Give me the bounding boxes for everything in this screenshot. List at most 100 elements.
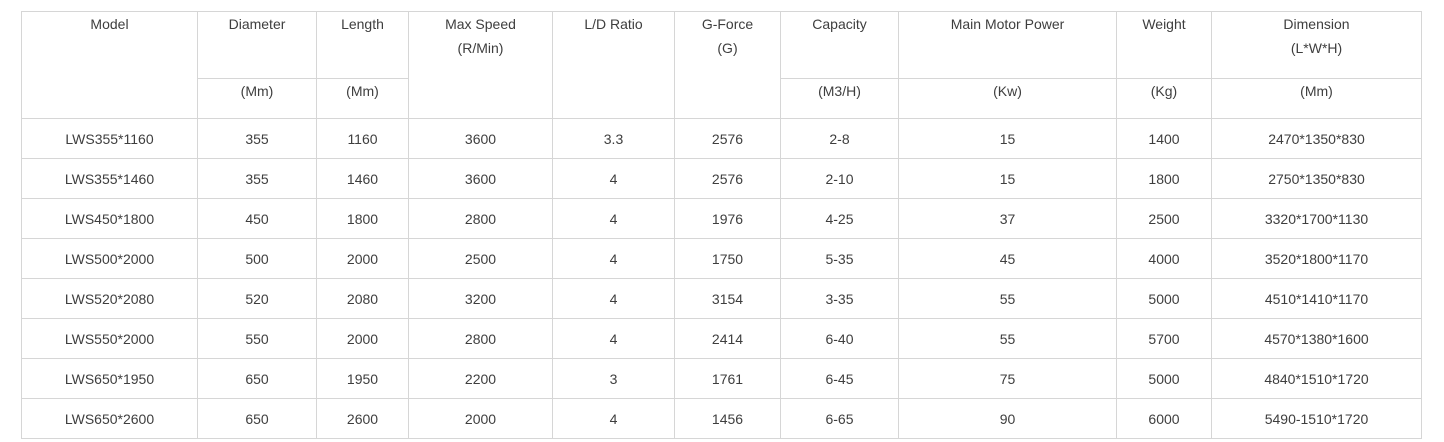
cell-weight: 5000 [1116, 358, 1212, 399]
cell-main_motor_power: 37 [898, 198, 1117, 239]
cell-length: 1460 [316, 158, 409, 199]
cell-diameter: 355 [197, 158, 317, 199]
cell-model: LWS650*2600 [21, 398, 198, 439]
table-row: LWS500*2000 500 2000 2500 4 1750 5-35 45 4000 352… [21, 238, 1422, 279]
cell-ld_ratio: 3.3 [552, 118, 675, 159]
cell-g_force: 2414 [674, 318, 781, 359]
cell-diameter: 520 [197, 278, 317, 319]
cell-ld_ratio: 4 [552, 238, 675, 279]
cell-diameter: 500 [197, 238, 317, 279]
cell-capacity: 6-65 [780, 398, 899, 439]
cell-ld_ratio: 4 [552, 398, 675, 439]
header-dimension-line2: (L*W*H) [1290, 40, 1343, 56]
cell-weight: 6000 [1116, 398, 1212, 439]
cell-weight: 1800 [1116, 158, 1212, 199]
unit-weight: (Kg) [1116, 78, 1212, 119]
cell-capacity: 3-35 [780, 278, 899, 319]
cell-length: 1800 [316, 198, 409, 239]
header-row-1: Model Diameter Length Max Speed (R/Min) … [21, 11, 1422, 119]
cell-model: LWS355*1460 [21, 158, 198, 199]
cell-main_motor_power: 45 [898, 238, 1117, 279]
cell-diameter: 550 [197, 318, 317, 359]
cell-g_force: 3154 [674, 278, 781, 319]
cell-max_speed: 2800 [408, 318, 553, 359]
header-g-force-line2: (G) [717, 40, 738, 56]
cell-dimension: 3320*1700*1130 [1211, 198, 1422, 239]
cell-ld_ratio: 4 [552, 158, 675, 199]
cell-weight: 5000 [1116, 278, 1212, 319]
header-g-force: G-Force (G) [674, 11, 781, 119]
cell-dimension: 3520*1800*1170 [1211, 238, 1422, 279]
table-row: LWS355*1460 355 1460 3600 4 2576 2-10 15 1800 275… [21, 158, 1422, 199]
cell-weight: 2500 [1116, 198, 1212, 239]
cell-length: 2600 [316, 398, 409, 439]
cell-ld_ratio: 4 [552, 278, 675, 319]
cell-g_force: 2576 [674, 158, 781, 199]
cell-capacity: 4-25 [780, 198, 899, 239]
cell-model: LWS520*2080 [21, 278, 198, 319]
cell-weight: 5700 [1116, 318, 1212, 359]
cell-diameter: 355 [197, 118, 317, 159]
spec-table: Model Diameter Length Max Speed (R/Min) … [21, 11, 1422, 439]
cell-max_speed: 2200 [408, 358, 553, 399]
cell-diameter: 450 [197, 198, 317, 239]
cell-dimension: 2470*1350*830 [1211, 118, 1422, 159]
cell-model: LWS450*1800 [21, 198, 198, 239]
header-max-speed-line1: Max Speed [445, 16, 516, 32]
cell-dimension: 4570*1380*1600 [1211, 318, 1422, 359]
cell-g_force: 1761 [674, 358, 781, 399]
spec-table-body: LWS355*1160 355 1160 3600 3.3 2576 2-8 15 1400 24… [21, 118, 1422, 439]
header-capacity: Capacity [780, 11, 899, 79]
cell-dimension: 5490-1510*1720 [1211, 398, 1422, 439]
cell-dimension: 4510*1410*1170 [1211, 278, 1422, 319]
header-row-2: (Mm) (Mm) (M3/H) (Kw) (Kg) (Mm) [22, 78, 1422, 119]
unit-main-motor-power: (Kw) [898, 78, 1117, 119]
header-ld-ratio: L/D Ratio [552, 11, 675, 119]
spec-table-header: Model Diameter Length Max Speed (R/Min) … [21, 11, 1422, 119]
cell-main_motor_power: 15 [898, 158, 1117, 199]
unit-length: (Mm) [316, 78, 409, 119]
header-diameter: Diameter [197, 11, 317, 79]
cell-main_motor_power: 15 [898, 118, 1117, 159]
unit-dimension: (Mm) [1211, 78, 1422, 119]
cell-ld_ratio: 3 [552, 358, 675, 399]
cell-length: 1160 [316, 118, 409, 159]
cell-g_force: 2576 [674, 118, 781, 159]
table-row: LWS355*1160 355 1160 3600 3.3 2576 2-8 15 1400 24… [21, 118, 1422, 159]
cell-max_speed: 2800 [408, 198, 553, 239]
cell-max_speed: 3200 [408, 278, 553, 319]
cell-diameter: 650 [197, 358, 317, 399]
cell-max_speed: 3600 [408, 158, 553, 199]
header-main-motor-power: Main Motor Power [898, 11, 1117, 79]
cell-max_speed: 2000 [408, 398, 553, 439]
cell-g_force: 1750 [674, 238, 781, 279]
cell-model: LWS650*1950 [21, 358, 198, 399]
table-row: LWS650*2600 650 2600 2000 4 1456 6-65 90 6000 549… [21, 398, 1422, 439]
header-dimension-line1: Dimension [1283, 16, 1350, 32]
cell-model: LWS500*2000 [21, 238, 198, 279]
header-max-speed-line2: (R/Min) [457, 40, 504, 56]
cell-weight: 1400 [1116, 118, 1212, 159]
cell-model: LWS355*1160 [21, 118, 198, 159]
cell-main_motor_power: 75 [898, 358, 1117, 399]
cell-capacity: 5-35 [780, 238, 899, 279]
header-max-speed: Max Speed (R/Min) [408, 11, 553, 119]
cell-length: 2000 [316, 238, 409, 279]
header-length: Length [316, 11, 409, 79]
cell-ld_ratio: 4 [552, 318, 675, 359]
cell-length: 1950 [316, 358, 409, 399]
table-row: LWS650*1950 650 1950 2200 3 1761 6-45 75 5000 484… [21, 358, 1422, 399]
cell-length: 2000 [316, 318, 409, 359]
cell-max_speed: 2500 [408, 238, 553, 279]
cell-capacity: 2-10 [780, 158, 899, 199]
header-model: Model [21, 11, 198, 119]
cell-g_force: 1456 [674, 398, 781, 439]
cell-model: LWS550*2000 [21, 318, 198, 359]
cell-capacity: 6-45 [780, 358, 899, 399]
cell-main_motor_power: 55 [898, 278, 1117, 319]
cell-max_speed: 3600 [408, 118, 553, 159]
cell-main_motor_power: 90 [898, 398, 1117, 439]
header-dimension: Dimension (L*W*H) [1211, 11, 1422, 79]
cell-diameter: 650 [197, 398, 317, 439]
